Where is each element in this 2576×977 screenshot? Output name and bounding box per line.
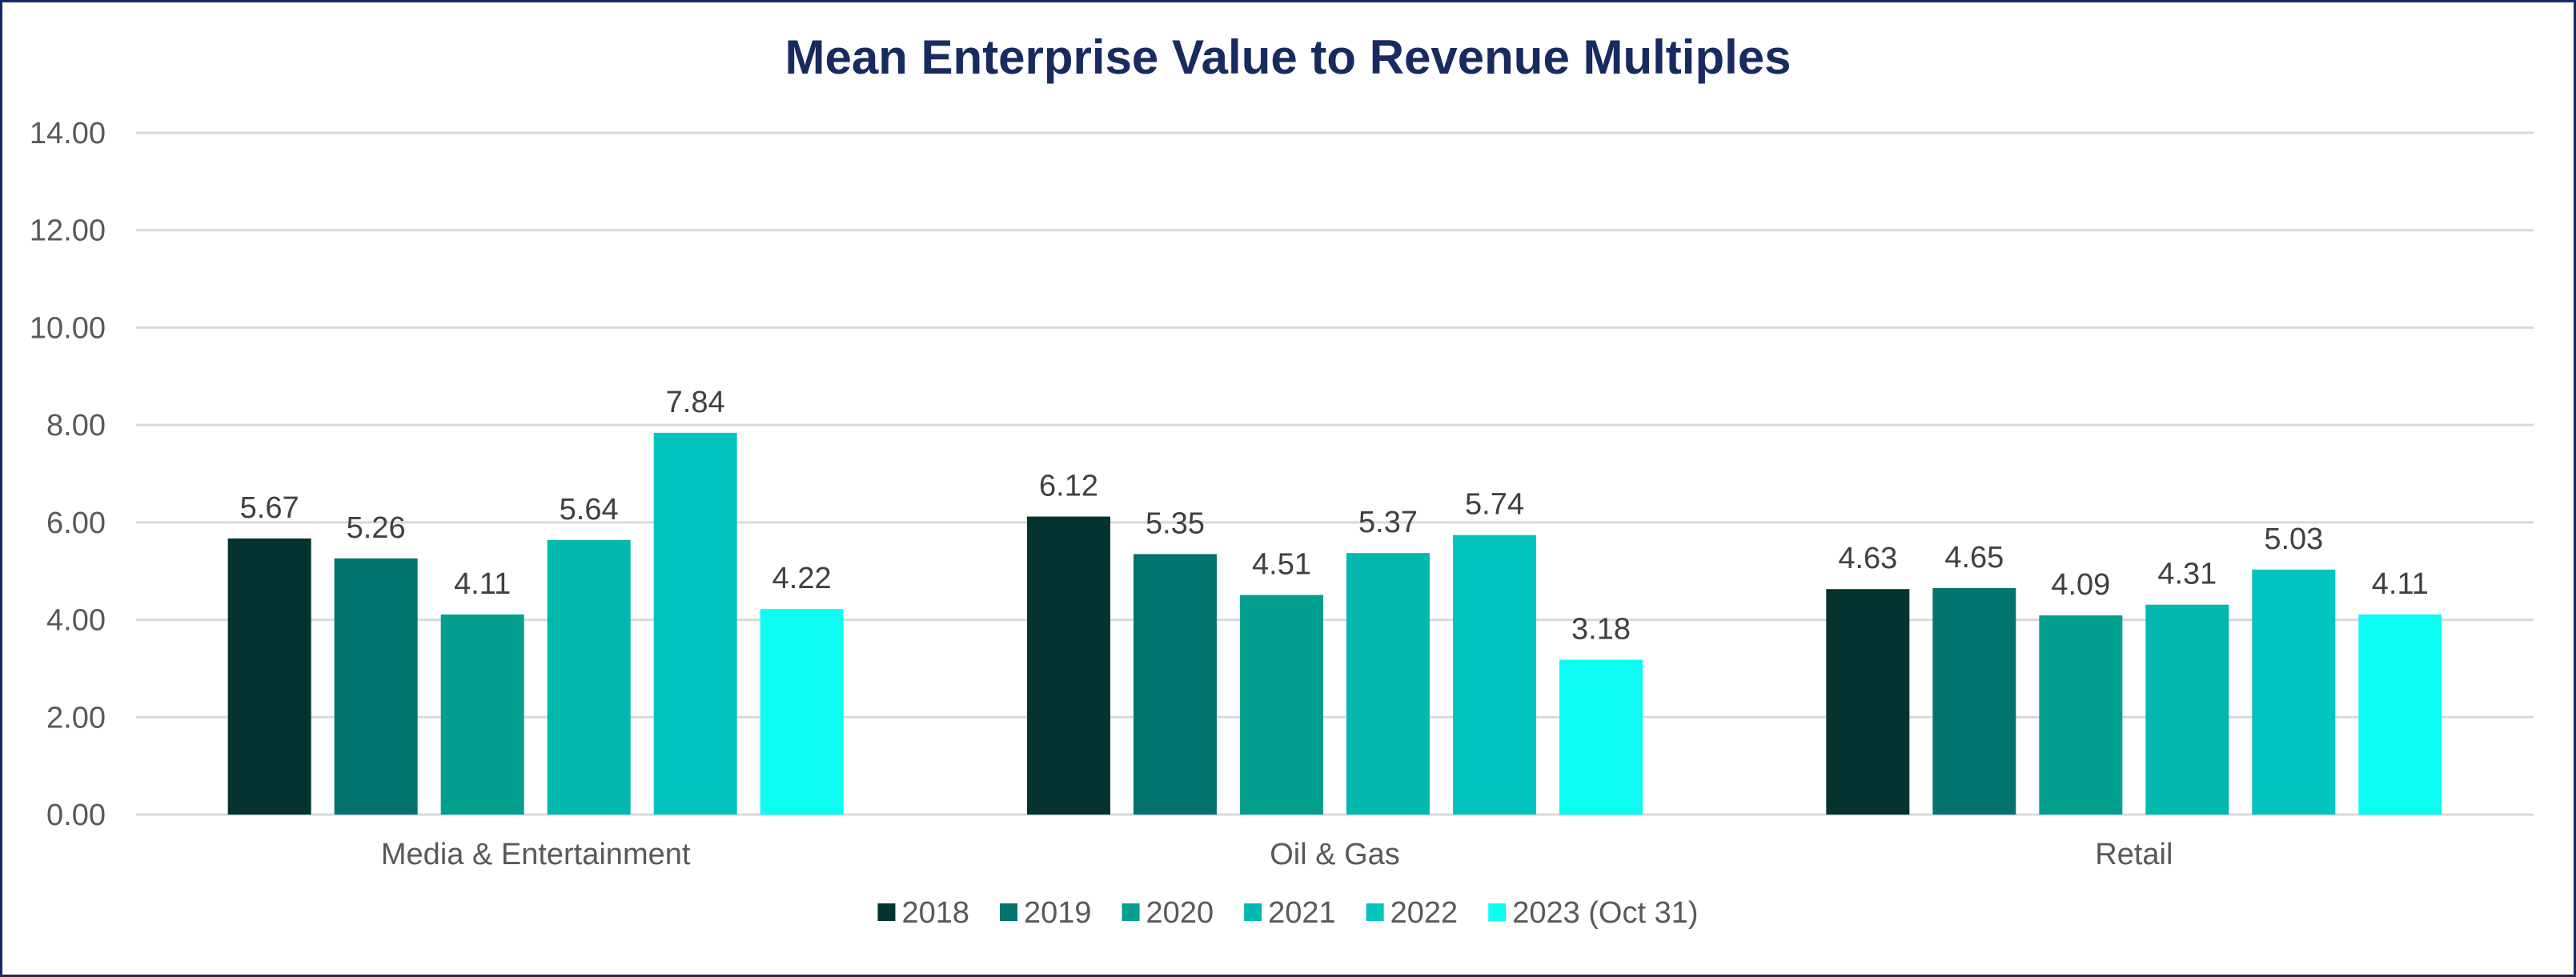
- data-label: 5.67: [240, 491, 299, 525]
- bar-2021-0: [547, 539, 631, 815]
- data-label: 5.37: [1358, 506, 1418, 539]
- data-label: 4.22: [772, 562, 832, 595]
- bar-2019-0: [334, 558, 418, 815]
- bar-2023-oct-31-1: [1559, 659, 1643, 815]
- bar-2019-1: [1134, 554, 1217, 815]
- data-label: 5.74: [1465, 488, 1524, 522]
- bar-2023-oct-31-2: [2358, 614, 2442, 815]
- chart-title: Mean Enterprise Value to Revenue Multipl…: [784, 30, 1791, 84]
- legend-item[interactable]: 2019: [1000, 896, 1092, 930]
- gridlines: [136, 131, 2534, 816]
- bar-2018-1: [1027, 516, 1110, 815]
- x-category-label: Media & Entertainment: [381, 838, 691, 871]
- y-axis-ticks: 0.00 2.00 4.00 6.00 8.00 10.00 12.00 14.00: [30, 117, 106, 832]
- data-label: 5.35: [1146, 507, 1205, 540]
- y-tick-label: 0.00: [46, 799, 106, 832]
- data-label: 4.63: [1838, 542, 1897, 575]
- data-label: 5.64: [560, 493, 619, 527]
- legend-item[interactable]: 2020: [1121, 896, 1214, 930]
- legend-label: 2018: [901, 896, 969, 930]
- bar-2020-1: [1240, 595, 1323, 815]
- bar-2021-1: [1346, 553, 1430, 815]
- bar-2021-2: [2145, 604, 2229, 815]
- legend-label: 2019: [1024, 896, 1092, 930]
- bar-2019-2: [1932, 588, 2016, 815]
- data-label: 5.03: [2264, 523, 2323, 556]
- legend-label: 2021: [1268, 896, 1336, 930]
- y-tick-label: 14.00: [30, 117, 106, 150]
- y-tick-label: 2.00: [46, 701, 106, 735]
- bars: [227, 432, 2442, 815]
- data-label: 6.12: [1039, 470, 1098, 503]
- legend-swatch: [1244, 903, 1262, 921]
- y-tick-label: 8.00: [46, 409, 106, 442]
- data-labels: 5.67 5.26 4.11 5.64 7.84 4.22 6.12 5.35 4.51 5.37…: [240, 386, 2429, 647]
- bar-2020-2: [2039, 615, 2123, 815]
- bar-2022-2: [2252, 569, 2336, 815]
- legend-swatch: [1121, 903, 1140, 921]
- legend-item[interactable]: 2022: [1366, 896, 1459, 930]
- legend-item[interactable]: 2023 (Oct 31): [1488, 896, 1699, 930]
- legend: 2018 2019 2020 2021 2022 2023 (Oct 31): [877, 896, 1699, 930]
- y-tick-label: 6.00: [46, 507, 106, 540]
- data-label: 4.51: [1252, 548, 1311, 582]
- x-axis-categories: Media & Entertainment Oil & Gas Retail: [381, 838, 2173, 871]
- x-category-label: Retail: [2095, 838, 2173, 871]
- y-tick-label: 12.00: [30, 214, 106, 248]
- legend-swatch: [1366, 903, 1384, 921]
- bar-2023-oct-31-0: [760, 609, 844, 815]
- data-label: 7.84: [666, 386, 725, 419]
- data-label: 3.18: [1571, 612, 1631, 646]
- bar-2020-0: [440, 614, 524, 815]
- legend-label: 2020: [1146, 896, 1214, 930]
- legend-label: 2023 (Oct 31): [1512, 896, 1698, 930]
- bar-2018-0: [227, 538, 311, 815]
- legend-item[interactable]: 2021: [1244, 896, 1336, 930]
- data-label: 4.31: [2157, 558, 2217, 591]
- data-label: 4.11: [2372, 567, 2429, 601]
- data-label: 4.09: [2051, 568, 2110, 602]
- x-category-label: Oil & Gas: [1270, 838, 1400, 871]
- bar-2022-1: [1453, 535, 1536, 815]
- legend-swatch: [1000, 903, 1018, 921]
- legend-swatch: [877, 903, 896, 921]
- legend-label: 2022: [1390, 896, 1459, 930]
- data-label: 5.26: [347, 511, 406, 545]
- bar-2018-2: [1826, 589, 1910, 815]
- legend-swatch: [1488, 903, 1507, 921]
- data-label: 4.11: [454, 567, 511, 601]
- legend-item[interactable]: 2018: [877, 896, 969, 930]
- bar-2022-0: [653, 432, 737, 815]
- y-tick-label: 10.00: [30, 311, 106, 345]
- data-label: 4.65: [1944, 541, 2004, 575]
- y-tick-label: 4.00: [46, 604, 106, 638]
